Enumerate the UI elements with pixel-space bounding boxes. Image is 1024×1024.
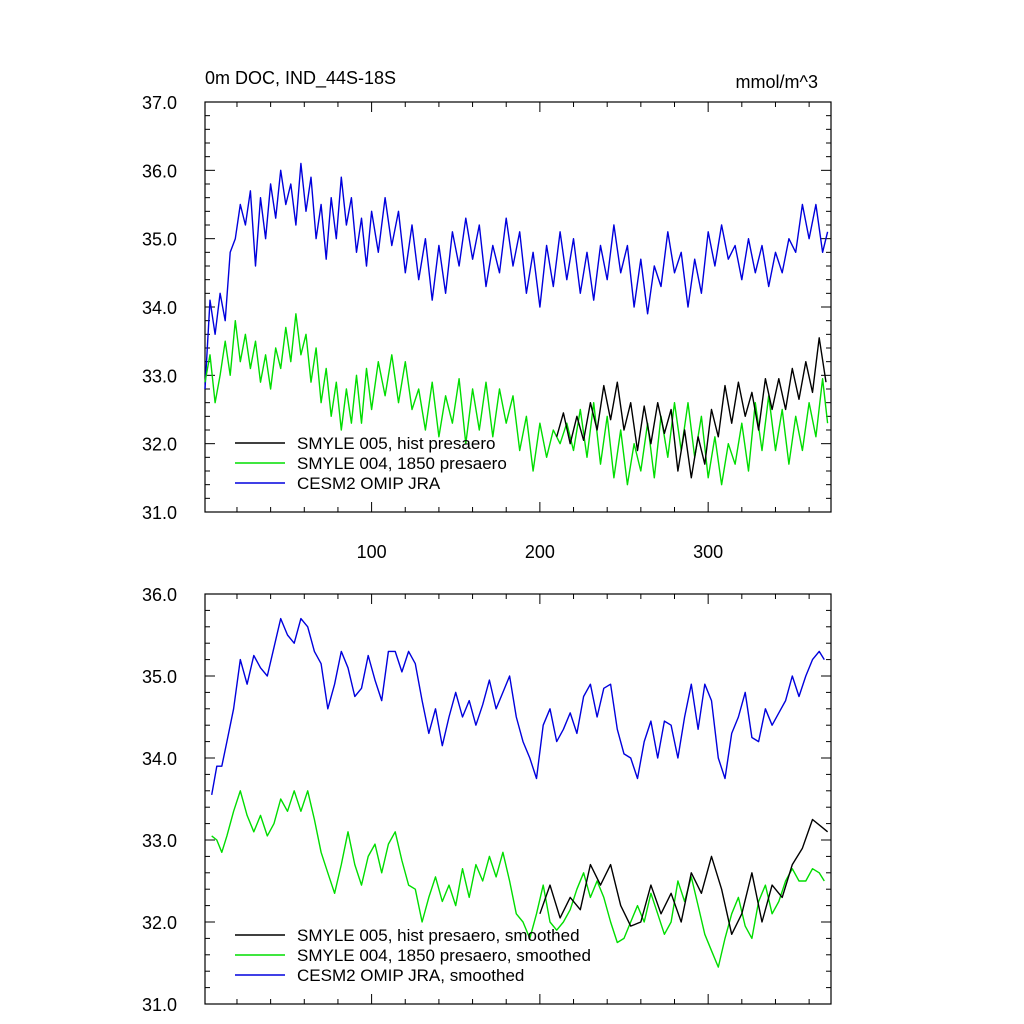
x-tick-label: 100 (357, 542, 387, 562)
top-panel: 0m DOC, IND_44S-18S mmol/m^3 31.0 32.0 33.… (142, 68, 832, 562)
y-tick-label: 31.0 (142, 503, 177, 523)
y-tick-label: 31.0 (142, 995, 177, 1015)
bottom-panel: 31.0 32.0 33.0 34.0 35.0 36.0 SMYLE 005, hist… (142, 585, 832, 1015)
series-line-2 (204, 162, 829, 390)
legend-label: SMYLE 004, 1850 presaero (297, 454, 507, 473)
y-tick-label: 36.0 (142, 585, 177, 605)
units-label: mmol/m^3 (736, 72, 818, 92)
plot-frame (204, 593, 832, 1005)
y-tick-label: 33.0 (142, 366, 177, 386)
x-tick-label: 300 (693, 542, 723, 562)
tick-labels: 31.0 32.0 33.0 34.0 35.0 36.0 37.0 100 200 300 (142, 93, 723, 562)
legend: SMYLE 005, hist presaero, smoothedSMYLE … (235, 926, 591, 985)
legend-label: SMYLE 005, hist presaero (297, 434, 495, 453)
y-tick-label: 35.0 (142, 230, 177, 250)
series-line-0 (539, 818, 829, 935)
tick-labels: 31.0 32.0 33.0 34.0 35.0 36.0 (142, 585, 177, 1015)
series-line-1 (204, 313, 829, 486)
series-line-0 (556, 337, 827, 479)
series-lines (211, 617, 829, 968)
axis-ticks (205, 593, 831, 1005)
y-tick-label: 35.0 (142, 667, 177, 687)
series-line-1 (211, 790, 825, 968)
legend-label: SMYLE 004, 1850 presaero, smoothed (297, 946, 591, 965)
y-tick-label: 32.0 (142, 435, 177, 455)
y-tick-label: 34.0 (142, 298, 177, 318)
x-tick-label: 200 (525, 542, 555, 562)
y-tick-label: 33.0 (142, 831, 177, 851)
legend-label: SMYLE 005, hist presaero, smoothed (297, 926, 580, 945)
axis-ticks (205, 101, 831, 513)
legend-label: CESM2 OMIP JRA, smoothed (297, 966, 524, 985)
y-tick-label: 36.0 (142, 161, 177, 181)
y-tick-label: 34.0 (142, 749, 177, 769)
chart-title: 0m DOC, IND_44S-18S (205, 68, 396, 89)
legend-label: CESM2 OMIP JRA (297, 474, 441, 493)
y-tick-label: 32.0 (142, 913, 177, 933)
y-tick-label: 37.0 (142, 93, 177, 113)
series-lines (204, 162, 829, 486)
series-line-2 (211, 617, 825, 796)
